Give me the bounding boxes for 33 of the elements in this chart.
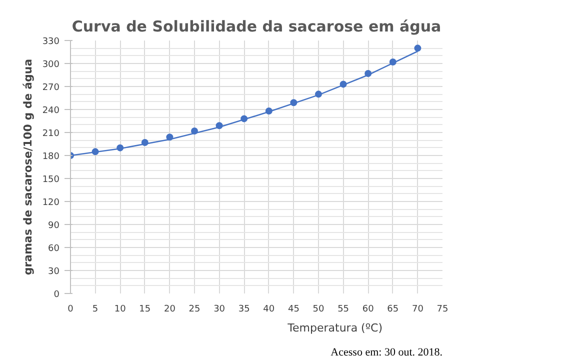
x-tick-label: 70 bbox=[412, 304, 424, 314]
x-tick-label: 40 bbox=[263, 304, 275, 314]
x-tick-label: 15 bbox=[139, 304, 151, 314]
y-tick-label: 120 bbox=[42, 198, 60, 208]
y-axis-title: gramas de sacarose/100 g de água bbox=[21, 58, 34, 276]
y-tick-label: 60 bbox=[48, 244, 60, 254]
x-tick-label: 65 bbox=[387, 304, 399, 314]
x-axis-title: Temperatura (ºC) bbox=[286, 322, 383, 334]
x-tick-label: 10 bbox=[114, 304, 126, 314]
y-tick-label: 30 bbox=[48, 267, 60, 277]
x-tick-label: 20 bbox=[164, 304, 176, 314]
x-tick-label: 35 bbox=[238, 304, 250, 314]
x-tick-label: 45 bbox=[288, 304, 300, 314]
y-tick-label: 90 bbox=[48, 221, 60, 231]
text: Acesso em: 30 out. 2018. bbox=[330, 346, 443, 358]
x-tick-label: 5 bbox=[92, 304, 98, 314]
y-tick-label: 180 bbox=[42, 152, 60, 162]
x-tick-label: 75 bbox=[436, 304, 448, 314]
point bbox=[414, 44, 422, 52]
x-tick-label: 55 bbox=[338, 304, 350, 314]
y-tick-label: 330 bbox=[42, 37, 60, 47]
chart-title: Curva de Solubilidade da sacarose em água bbox=[72, 18, 442, 36]
y-tick-label: 240 bbox=[42, 106, 60, 116]
y-tick-label: 150 bbox=[42, 175, 60, 185]
x-tick-label: 30 bbox=[214, 304, 226, 314]
x-tick-label: 0 bbox=[68, 304, 74, 314]
x-tick-label: 25 bbox=[188, 304, 200, 314]
y-tick-label: 300 bbox=[42, 60, 60, 70]
x-tick-label: 50 bbox=[312, 304, 324, 314]
y-tick-label: 270 bbox=[42, 83, 60, 93]
y-tick-label: 210 bbox=[42, 129, 60, 139]
y-tick-label: 0 bbox=[54, 290, 60, 300]
x-tick-label: 60 bbox=[362, 304, 374, 314]
